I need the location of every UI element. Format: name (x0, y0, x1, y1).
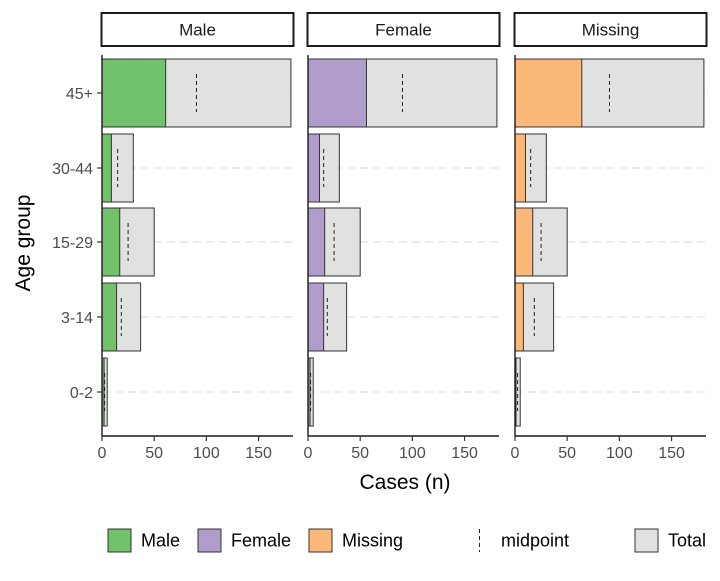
legend-item-female: Female (197, 528, 291, 553)
x-tick-label: 0 (98, 445, 107, 462)
x-tick-label: 0 (304, 445, 313, 462)
legend-item-midpoint: midpoint (479, 529, 569, 552)
facet-strip (513, 12, 708, 47)
facet-strip (306, 12, 501, 47)
x-axis-title: Cases (n) (359, 471, 450, 494)
legend-label: Male (141, 531, 180, 551)
facet-label: Female (375, 21, 432, 40)
value-bar (307, 133, 320, 203)
legend-label: Missing (342, 531, 403, 551)
y-tick-label: 0-2 (70, 385, 93, 402)
legend-label: Female (231, 531, 291, 551)
legend: Male Female Missing midpoint Total (107, 528, 706, 553)
legend-key (197, 528, 222, 553)
y-tick-label: 15-29 (52, 235, 93, 252)
panel-male: Male 0 50 100 150 (98, 12, 295, 462)
x-tick-label: 100 (606, 445, 633, 462)
x-tick-label: 0 (511, 445, 520, 462)
value-bar (307, 207, 326, 277)
value-bar (514, 58, 583, 128)
value-bar (514, 133, 526, 203)
value-bar (514, 282, 524, 352)
y-tick-label: 3-14 (61, 310, 93, 327)
facet-strip (100, 12, 295, 47)
facet-label: Missing (582, 21, 640, 40)
facet-label: Male (179, 21, 216, 40)
value-bar (307, 58, 367, 128)
value-bar (307, 282, 325, 352)
value-bar (514, 207, 534, 277)
x-tick-label: 150 (658, 445, 685, 462)
y-axis: 0-2 3-14 15-29 30-44 45+ (52, 86, 102, 402)
y-tick-label: 45+ (66, 86, 93, 103)
legend-label: midpoint (501, 531, 569, 551)
value-bar (101, 58, 167, 128)
x-tick-label: 50 (145, 445, 163, 462)
legend-label: Total (668, 531, 706, 551)
legend-item-missing: Missing (308, 528, 403, 553)
panels: Male 0 50 100 150 Female 0 50 100 150 Missing 0 50 10… (98, 12, 708, 462)
legend-item-total: Total (634, 528, 706, 553)
x-tick-label: 150 (245, 445, 272, 462)
legend-key (308, 528, 333, 553)
panel-female: Female 0 50 100 150 (304, 12, 501, 462)
y-axis-title: Age group (12, 195, 35, 292)
legend-key (634, 528, 659, 553)
x-tick-label: 100 (193, 445, 220, 462)
legend-key (107, 528, 132, 553)
value-bar (101, 282, 118, 352)
value-bar (101, 133, 112, 203)
x-tick-label: 150 (451, 445, 478, 462)
legend-item-male: Male (107, 528, 180, 553)
value-bar (101, 207, 121, 277)
panel-missing: Missing 0 50 100 150 (511, 12, 708, 462)
x-tick-label: 50 (558, 445, 576, 462)
x-tick-label: 50 (351, 445, 369, 462)
y-tick-label: 30-44 (52, 161, 93, 178)
x-tick-label: 100 (399, 445, 426, 462)
